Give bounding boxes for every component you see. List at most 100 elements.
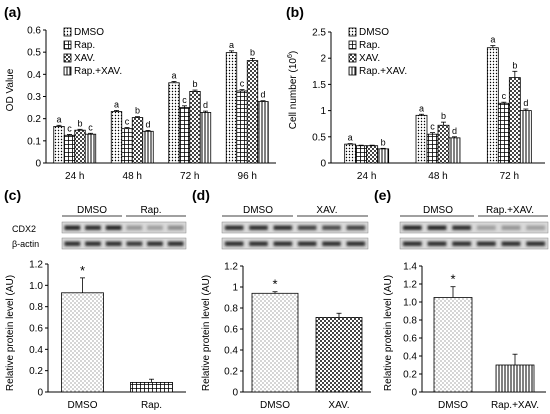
- significance-letter-a: c: [67, 123, 72, 133]
- y-tick-label-c: 1.0: [29, 281, 43, 292]
- bar-a-rapxav-2: [199, 112, 212, 164]
- bar-b-xav-1: [437, 124, 450, 164]
- y-tick-label-c: 0.2: [29, 366, 43, 377]
- y-tick-label-c: 1.2: [29, 260, 43, 271]
- y-tick-label-d: 1.2: [224, 262, 238, 273]
- significance-letter-b: b: [381, 137, 386, 147]
- blot-band-e: [501, 241, 521, 246]
- legend-label-a: DMSO: [74, 27, 104, 38]
- bar-c-0: [61, 292, 104, 393]
- significance-star-c: *: [80, 263, 85, 278]
- legend-label-a: XAV.: [74, 53, 95, 64]
- bar-e-1: [495, 364, 535, 393]
- y-tick-label-a: 0.6: [27, 26, 41, 37]
- blot-strip-d-1: [221, 237, 369, 250]
- blot-band-e: [402, 241, 422, 246]
- bar-c-1: [130, 381, 173, 393]
- significance-letter-b: a: [348, 133, 353, 143]
- y-tick-label-d: 0.6: [224, 325, 238, 336]
- blot-band-c: [64, 225, 81, 230]
- blot-row-label-cdx2: CDX2: [12, 224, 36, 234]
- y-tick-label-e: 1.0: [403, 298, 417, 309]
- y-tick-label-e: 0.8: [403, 316, 417, 327]
- legend-label-b: DMSO: [359, 27, 389, 38]
- significance-letter-b: d: [523, 98, 528, 108]
- y-axis-title-b-main: Cell number (10: [288, 58, 299, 130]
- legend-swatch-b: [348, 27, 357, 37]
- y-tick-label-b: 1: [320, 106, 326, 117]
- blot-band-d: [297, 241, 317, 246]
- blot-band-d: [297, 225, 317, 230]
- y-tick-label-e: 1.2: [403, 280, 417, 291]
- blot-band-d: [224, 225, 244, 230]
- blot-band-d: [224, 241, 244, 246]
- blot-band-e: [427, 225, 447, 230]
- blot-e-group-2: Rap.+XAV.: [486, 205, 534, 216]
- y-tick-label-c: 0.6: [29, 324, 43, 335]
- significance-letter-b: b: [441, 111, 446, 121]
- significance-star-e: *: [450, 272, 455, 287]
- bar-a-rap-2: [178, 107, 191, 164]
- y-tick-label-a: 0: [35, 159, 41, 170]
- legend-label-a: Rap.+XAV.: [74, 66, 122, 77]
- significance-letter-b: d: [452, 126, 457, 136]
- x-tick-label-e: Rap.+XAV.: [491, 400, 539, 411]
- blot-band-c: [85, 225, 101, 230]
- y-axis-title-a: OD Value: [5, 68, 16, 111]
- bar-b-xav-2: [508, 77, 521, 164]
- significance-letter-a: b: [192, 79, 197, 89]
- bar-a-xav-3: [246, 60, 259, 164]
- blot-strip-d-0: [221, 221, 369, 234]
- significance-letter-a: c: [125, 117, 130, 127]
- blot-band-c: [167, 225, 184, 230]
- significance-star-d: *: [272, 277, 277, 292]
- blot-c-group-1: DMSO: [77, 205, 107, 216]
- blot-band-e: [526, 241, 546, 246]
- significance-letter-b: b: [512, 60, 517, 70]
- blot-band-d: [249, 241, 268, 246]
- y-tick-label-b: 0: [320, 159, 326, 170]
- y-tick-label-a: 0.1: [27, 136, 41, 147]
- significance-letter-a: d: [203, 100, 208, 110]
- bar-b-rap-0: [355, 145, 368, 164]
- blot-e-group-1: DMSO: [423, 205, 453, 216]
- blot-band-e: [501, 225, 521, 230]
- significance-letter-a: d: [145, 119, 150, 129]
- legend-swatch-a: [63, 66, 72, 76]
- bar-b-rapxav-1: [448, 137, 461, 164]
- bar-a-xav-0: [74, 129, 86, 164]
- blot-strip-c-0: [61, 221, 187, 234]
- panel-label-b: (b): [286, 4, 304, 20]
- legend-swatch-b: [348, 40, 357, 50]
- x-tick-label-d: DMSO: [260, 400, 290, 411]
- blot-strip-e-1: [399, 237, 549, 250]
- x-tick-label-c: Rap.: [141, 400, 162, 411]
- significance-letter-a: b: [250, 47, 255, 57]
- bar-a-rap-3: [236, 90, 248, 164]
- blot-band-d: [322, 225, 341, 230]
- y-tick-label-e: 0.6: [403, 334, 417, 345]
- bar-a-rap-1: [121, 128, 133, 164]
- blot-band-e: [402, 225, 422, 230]
- blot-c-group-2: Rap.: [140, 205, 161, 216]
- blot-band-c: [85, 241, 101, 246]
- blot-row-label-beta-actin: β-actin: [12, 239, 39, 249]
- y-axis-title-b-end: ): [288, 51, 299, 54]
- bar-a-xav-1: [131, 117, 144, 164]
- bar-b-rapxav-0: [377, 148, 390, 164]
- blot-band-d: [346, 241, 366, 246]
- legend-swatch-a: [63, 40, 72, 50]
- x-tick-label-b: 72 h: [500, 171, 519, 182]
- x-tick-label-b: 48 h: [428, 171, 447, 182]
- significance-letter-a: b: [77, 118, 82, 128]
- significance-letter-a: c: [88, 122, 93, 132]
- x-tick-label-a: 96 h: [238, 171, 257, 182]
- blot-band-c: [167, 241, 184, 246]
- bar-b-rap-2: [497, 102, 510, 164]
- blot-strip-c-1: [61, 237, 187, 250]
- blot-band-c: [126, 241, 143, 246]
- bar-b-dmso-2: [486, 47, 499, 164]
- bar-a-dmso-0: [53, 126, 65, 164]
